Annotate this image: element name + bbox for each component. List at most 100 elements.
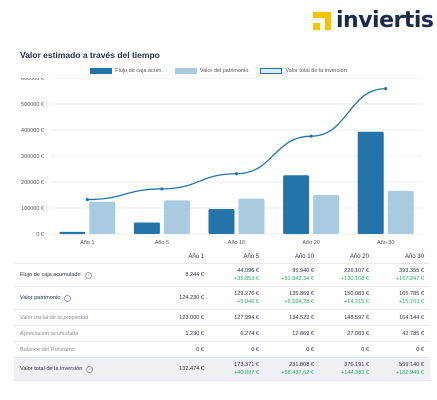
y-tick-label: 0 €: [36, 232, 44, 238]
row-label-cell: Valor inicial de la propiedad: [14, 315, 155, 321]
total-investment-point: [160, 187, 164, 191]
cell-value: 44.096 €: [237, 268, 259, 274]
table-cell: 95.940 € +51.843,34 €: [265, 268, 320, 282]
cell-value: 173.371 €: [234, 362, 259, 368]
x-tick-label: Año 1: [80, 240, 94, 246]
column-header: Año 10: [294, 253, 314, 260]
cell-value: 132.474 €: [179, 366, 204, 372]
table-cell: 12.869 €: [265, 331, 320, 337]
y-tick-label: 200000 €: [21, 180, 44, 186]
table-cell: 226.107 € +130.168 €: [320, 268, 375, 282]
cell-value: 393.355 €: [399, 268, 424, 274]
cell-value: 0 €: [416, 346, 424, 353]
bar-cashflow: [283, 175, 310, 234]
total-investment-point: [384, 87, 388, 91]
legend-label-cashflow: Flujo de caja acum.: [115, 68, 163, 74]
row-label: Valor inicial de la propiedad: [20, 314, 89, 321]
cell-value: 0 €: [361, 346, 369, 353]
cell-value: 559.140 €: [399, 362, 424, 368]
bar-cashflow: [59, 231, 86, 234]
table-cell: 164.144 €: [375, 315, 430, 321]
legend-swatch-equity: [174, 68, 197, 74]
row-label-cell: Apreciación acumulada: [14, 331, 155, 337]
total-investment-point: [309, 134, 313, 138]
column-header: Año 1: [188, 253, 204, 260]
y-tick-label: 400000 €: [21, 128, 44, 134]
table-cell: 173.371 € +40.897 €: [210, 362, 265, 376]
column-header: Año 30: [404, 253, 424, 260]
cell-delta: +6.594,28 €: [284, 299, 314, 305]
bar-equity: [89, 201, 116, 234]
bar-cashflow: [357, 131, 384, 234]
cell-value: 1.230 €: [185, 330, 204, 337]
bar-cashflow: [133, 222, 160, 234]
cell-value: 129.276 €: [234, 291, 259, 297]
table-cell: 44.096 € +35.853 €: [210, 268, 265, 282]
total-investment-line: [87, 87, 386, 201]
legend-item-equity[interactable]: Valor del patrimonio: [174, 68, 248, 74]
cell-delta: +130.168 €: [340, 276, 369, 282]
table-cell: 0 €: [155, 347, 210, 353]
row-label: Valor patrimonio: [20, 295, 61, 301]
x-tick-label: Año 30: [377, 240, 394, 246]
cell-value: 27.083 €: [347, 330, 369, 337]
cell-delta: +167.247 €: [395, 276, 424, 282]
table-cell: 559.140 € +182.949 €: [375, 362, 430, 376]
table-row: Balance del Préstamo 0 € 0 € 0 € 0 € 0 €: [14, 342, 430, 358]
table-cell: 8.244 €: [155, 272, 210, 278]
table-cell: 123.000 €: [155, 315, 210, 321]
table-row: Valor inicial de la propiedad 123.000 € 12…: [14, 310, 430, 326]
chart-title: Valor estimado a través del tiempo: [20, 50, 160, 60]
table-cell: 124.230 €: [155, 295, 210, 301]
row-label: Flujo de caja acumulado: [20, 272, 81, 278]
table-cell: 0 €: [375, 347, 430, 353]
cell-value: 123.000 €: [179, 314, 204, 321]
y-tick-label: 100000 €: [21, 206, 44, 212]
cell-delta: +51.843,34 €: [281, 276, 314, 282]
bar-equity: [387, 190, 414, 234]
legend-item-cashflow[interactable]: Flujo de caja acum.: [90, 68, 163, 74]
table-cell: 135.869 € +6.594,28 €: [265, 291, 320, 305]
row-label: Apreciación acumulada: [20, 330, 79, 337]
chart-legend: Flujo de caja acum. Valor del patrimonio…: [0, 68, 437, 74]
row-label-cell: Valor patrimonio i: [14, 294, 155, 302]
table-cell: 134.523 €: [265, 315, 320, 321]
table-cell: 0 €: [265, 347, 320, 353]
x-tick-label: Año 20: [302, 240, 319, 246]
y-tick-label: 600000 €: [21, 78, 44, 82]
y-tick-label: 500000 €: [21, 102, 44, 108]
cell-value: 127.994 €: [234, 314, 259, 321]
cell-value: 150.083 €: [344, 291, 369, 297]
value-over-time-chart: 0 € 100000 € 200000 € 300000 € 400000 € 50000…: [21, 78, 423, 246]
cell-delta: +5.046 €: [237, 299, 259, 305]
table-cell: 150.083 € +14.215 €: [320, 291, 375, 305]
table-cell: 231.808 € +58.437,62 €: [265, 362, 320, 376]
column-header: Año 5: [243, 253, 259, 260]
table-cell: 0 €: [210, 347, 265, 353]
logo-text: inviertis: [336, 8, 434, 33]
info-icon[interactable]: i: [84, 271, 92, 279]
table-cell: 127.994 €: [210, 315, 265, 321]
table-cell: 6.274 €: [210, 331, 265, 337]
row-label: Balance del Préstamo: [20, 346, 75, 353]
bar-equity: [238, 198, 265, 234]
table-cell: 0 €: [320, 347, 375, 353]
table-cell: 129.276 € +5.046 €: [210, 291, 265, 305]
column-header: Año 20: [349, 253, 369, 260]
row-label-cell: Valor total de la inversión i: [14, 365, 155, 373]
cell-value: 12.869 €: [292, 330, 314, 337]
cell-value: 0 €: [251, 346, 259, 353]
table-cell: 27.083 €: [320, 331, 375, 337]
cell-delta: +15.703 €: [398, 299, 424, 305]
cell-value: 226.107 €: [344, 268, 369, 274]
cell-delta: +40.897 €: [233, 370, 259, 376]
info-icon[interactable]: i: [64, 294, 72, 302]
cell-delta: +144.383 €: [340, 370, 369, 376]
bar-cashflow: [208, 209, 235, 234]
bar-equity: [163, 200, 190, 234]
row-label: Valor total de la inversión: [20, 366, 83, 372]
cell-value: 8.244 €: [185, 272, 204, 278]
info-icon[interactable]: i: [86, 365, 94, 373]
legend-item-total[interactable]: Valor total de la inversión: [260, 68, 347, 74]
bar-equity: [313, 194, 340, 234]
